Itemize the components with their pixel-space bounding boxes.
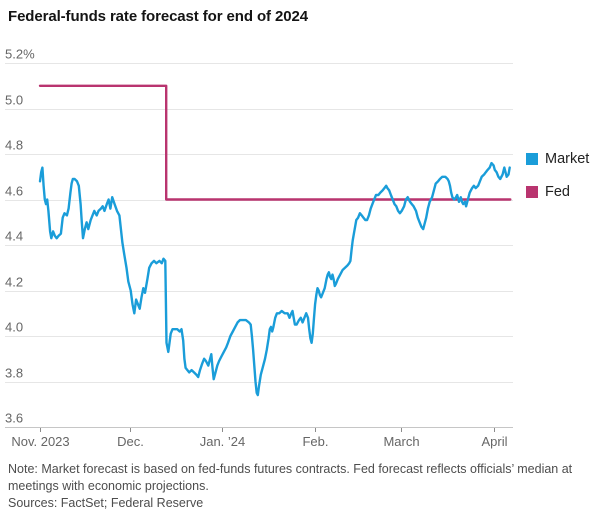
page-title: Federal-funds rate forecast for end of 2… — [8, 8, 308, 25]
chart-sources: Sources: FactSet; Federal Reserve — [8, 496, 204, 510]
y-tick-label: 4.0 — [5, 320, 23, 335]
y-axis-labels: 5.2% 5.0 4.8 4.6 4.4 4.2 4.0 3.8 3.6 — [5, 47, 35, 426]
y-tick-label: 5.0 — [5, 93, 23, 108]
x-tick-label: April — [481, 434, 507, 449]
legend-item-market: Market — [526, 151, 589, 167]
fed-line — [38, 84, 512, 201]
note-line1: Note: Market forecast is based on fed-fu… — [8, 462, 573, 476]
y-tick-label: 5.2% — [5, 47, 35, 62]
chart-footer: Note: Market forecast is based on fed-fu… — [8, 461, 604, 512]
gridlines — [5, 63, 513, 428]
y-tick-label: 3.8 — [5, 366, 23, 381]
legend-label-fed: Fed — [545, 184, 570, 200]
x-tick-label: Feb. — [302, 434, 328, 449]
legend-item-fed: Fed — [526, 184, 589, 200]
y-tick-label: 4.2 — [5, 275, 23, 290]
x-axis: Nov. 2023 Dec. Jan. ’24 Feb. March April — [11, 428, 508, 449]
x-tick-label: Nov. 2023 — [11, 434, 69, 449]
market-series-swatch-icon — [526, 153, 538, 165]
legend: Market Fed — [526, 151, 589, 217]
x-tick-label: Dec. — [117, 434, 144, 449]
y-tick-label: 4.4 — [5, 229, 23, 244]
y-tick-label: 3.6 — [5, 411, 23, 426]
y-tick-label: 4.6 — [5, 184, 23, 199]
legend-label-market: Market — [545, 151, 590, 167]
fed-series-swatch-icon — [526, 186, 538, 198]
note-line2: meetings with economic projections. — [8, 479, 209, 493]
x-tick-label: Jan. ’24 — [200, 434, 246, 449]
chart-plot-area: 5.2% 5.0 4.8 4.6 4.4 4.2 4.0 3.8 3.6 Nov. 2023 Dec… — [5, 47, 513, 449]
y-tick-label: 4.8 — [5, 138, 23, 153]
x-tick-label: March — [383, 434, 419, 449]
chart-note: Note: Market forecast is based on fed-fu… — [8, 461, 604, 495]
market-line — [38, 161, 511, 397]
